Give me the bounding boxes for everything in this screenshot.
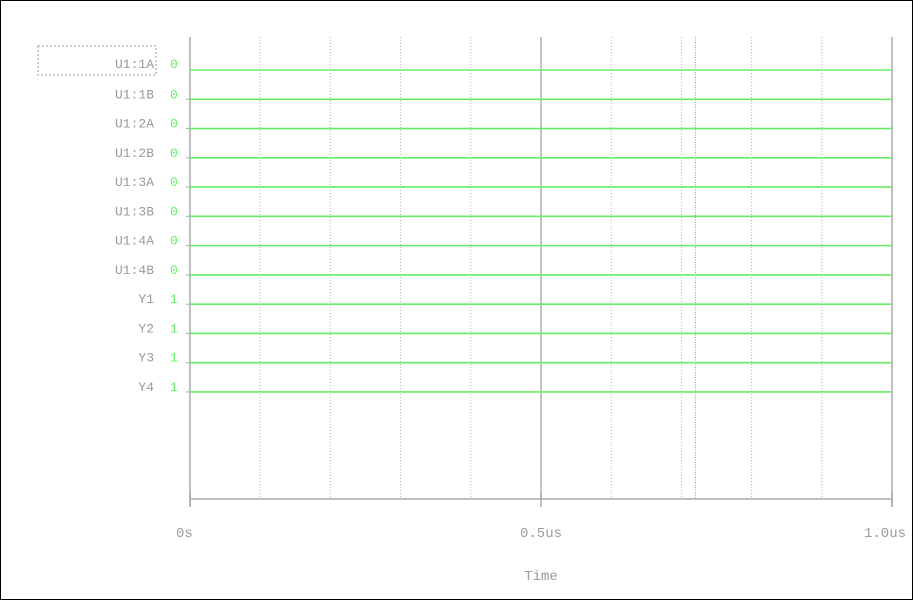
signal-name-label: Y4 [138, 380, 154, 395]
signal-value-label: 0 [170, 57, 178, 72]
signal-name-label: U1:4A [115, 234, 154, 249]
signal-traces [190, 69, 892, 393]
signal-name-label: U1:3A [115, 175, 154, 190]
signal-value-label: 0 [170, 87, 178, 102]
selected-signal-box [37, 45, 157, 76]
x-tick-label: 0.5us [520, 526, 562, 542]
signal-name-label: U1:1B [115, 87, 154, 102]
signal-name-label: U1:3B [115, 204, 154, 219]
signal-name-label: U1:2B [115, 146, 154, 161]
signal-value-label: 1 [170, 292, 178, 307]
x-tick-label: 1.0us [864, 526, 906, 542]
signal-value-label: 1 [170, 380, 178, 395]
signal-value-label: 0 [170, 204, 178, 219]
signal-value-label: 0 [170, 117, 178, 132]
signal-labels: U1:1A 0 U1:1B 0 U1:2A 0 U1:2B 0 U1:3A 0 U1:3B 0 U1:4… [37, 45, 178, 395]
signal-name-label: Y2 [138, 321, 154, 336]
grid [259, 37, 823, 499]
signal-value-label: 0 [170, 146, 178, 161]
signal-value-label: 0 [170, 263, 178, 278]
signal-name-label: U1:4B [115, 263, 154, 278]
signal-name-label: U1:2A [115, 117, 154, 132]
signal-value-label: 1 [170, 351, 178, 366]
signal-value-label: 1 [170, 321, 178, 336]
signal-name-label: U1:1A [115, 57, 154, 72]
signal-name-label: Y1 [138, 292, 154, 307]
signal-name-label: Y3 [138, 351, 154, 366]
signal-value-label: 0 [170, 175, 178, 190]
x-tick-label: 0s [176, 526, 193, 542]
x-axis: 0s 0.5us 1.0us Time [176, 526, 906, 585]
signal-value-label: 0 [170, 234, 178, 249]
plot-frame [186, 37, 893, 507]
x-axis-label: Time [524, 569, 558, 585]
